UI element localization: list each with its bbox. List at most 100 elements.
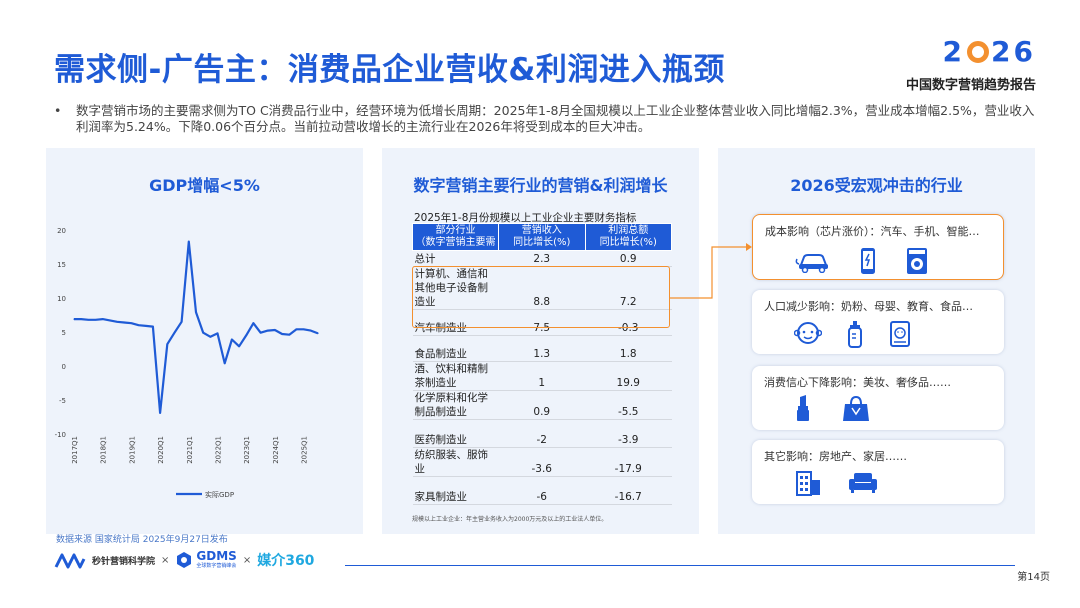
table-panel-title: 数字营销主要行业的营销&利润增长 [413, 176, 668, 195]
data-point [216, 332, 219, 334]
impact-label: 消费信心下降影响：美妆、奢侈品…… [764, 376, 951, 389]
washing-machine-icon [907, 248, 927, 274]
data-point [145, 325, 147, 327]
impact-panel: 2026受宏观冲击的行业 成本影响（芯片涨价）：汽车、手机、智能… [718, 148, 1035, 534]
data-point [109, 319, 111, 322]
y-tick-label: 10 [57, 295, 66, 303]
table-row: 食品制造业 1.3 1.8 [412, 335, 672, 362]
gdms-hex-icon [177, 552, 192, 568]
y-tick-label: -10 [55, 431, 66, 439]
data-point [288, 334, 290, 336]
data-point [80, 318, 82, 320]
bullet: • [54, 103, 62, 118]
table-row: 化学原料和化学制品制造业 0.9 -5.5 [412, 390, 672, 420]
table-row: 汽车制造业 7.5 -0.3 [412, 309, 672, 336]
book-icon [890, 321, 910, 347]
header-revenue: 营销收入 同比增长(%) [498, 223, 586, 251]
intro-text: 数字营销市场的主要需求侧为TO C消费品行业中，经营环境为低增长周期：2025年… [76, 103, 1035, 134]
data-point [152, 325, 154, 328]
impact-card-confidence: 消费信心下降影响：美妆、奢侈品…… [752, 366, 1004, 430]
data-point [188, 240, 190, 243]
table-caption: 2025年1-8月份规模以上工业企业主要财务指标 [414, 212, 637, 224]
y-tick-label: 20 [57, 227, 66, 235]
data-point [202, 332, 204, 334]
industry-table-panel: 数字营销主要行业的营销&利润增长 2025年1-8月份规模以上工业企业主要财务指… [382, 148, 699, 534]
revenue-cell: -3.6 [498, 447, 585, 477]
logo-miaozhen: 秒针营销科学院 [92, 556, 156, 567]
header-industry: 部分行业 （数字营销主要需 [412, 223, 499, 251]
profit-cell: -16.7 [585, 476, 672, 505]
legend-label: 实际GDP [205, 490, 234, 499]
revenue-cell: 7.5 [498, 309, 585, 336]
industry-cell: 计算机、通信和其他电子设备制造业 [412, 266, 499, 310]
brand-circle-icon [967, 41, 990, 63]
data-point [295, 328, 298, 330]
impact-label: 成本影响（芯片涨价）：汽车、手机、智能… [765, 225, 980, 238]
profit-cell: -17.9 [585, 447, 672, 477]
x-tick-label: 2020Q1 [157, 436, 165, 464]
industry-cell: 总计 [412, 250, 499, 267]
brand-logo: 2 26 中国数字营销趋势报告 [905, 35, 1036, 94]
gdms-subtitle: 全球数字营销峰会 [196, 563, 237, 569]
industry-cell: 化学原料和化学制品制造业 [412, 390, 499, 420]
profit-cell: -3.9 [585, 419, 672, 448]
highlight-box [412, 266, 670, 328]
data-point [116, 321, 118, 323]
table-note: 规模以上工业企业：年主营业务收入为2000万元及以上的工业法人单位。 [412, 516, 608, 523]
data-point [245, 334, 247, 336]
x-tick-label: 2019Q1 [128, 436, 136, 464]
impact-card-cost: 成本影响（芯片涨价）：汽车、手机、智能… [752, 214, 1004, 280]
x-tick-label: 2021Q1 [186, 436, 194, 464]
intro-paragraph: • 数字营销市场的主要需求侧为TO C消费品行业中，经营环境为低增长周期：202… [54, 103, 1039, 135]
industry-cell: 家具制造业 [412, 476, 499, 505]
gdp-line-chart: 20 15 10 5 0 -5 -10 2017Q1 2018Q1 2019Q1 2020Q1 202… [55, 227, 319, 499]
data-point [173, 332, 176, 334]
x-tick-label: 2025Q1 [301, 436, 309, 464]
data-point [166, 343, 168, 345]
profit-cell: -5.5 [585, 390, 672, 420]
x-tick-label: 2017Q1 [71, 436, 79, 464]
data-point [102, 318, 104, 320]
data-source: 数据来源 国家统计局 2025年9月27日发布 [56, 535, 228, 545]
data-point [73, 318, 75, 320]
logo-separator: × [161, 554, 170, 566]
data-point [195, 311, 197, 313]
data-point [317, 332, 319, 334]
industry-table: 部分行业 （数字营销主要需 营销收入 同比增长(%) 利润总额 同比增长(%) … [412, 223, 672, 505]
footer-divider [345, 565, 1015, 566]
data-point [123, 321, 125, 324]
page-number: 第14页 [1017, 572, 1050, 583]
page-title: 需求侧-广告主：消费品企业营收&利润进入瓶颈 [54, 52, 725, 88]
revenue-cell: -6 [498, 476, 585, 505]
industry-cell: 酒、饮料和精制茶制造业 [412, 361, 499, 391]
brand-year: 2 26 [942, 35, 1036, 68]
logo-gdms: GDMS 全球数字营销峰会 [175, 549, 237, 569]
profit-cell: 1.8 [585, 335, 672, 362]
data-point [252, 322, 255, 324]
impact-label: 人口减少影响：奶粉、母婴、教育、食品… [764, 300, 973, 313]
data-point [94, 319, 97, 321]
data-point [224, 362, 226, 364]
brand-subtitle: 中国数字营销趋势报告 [905, 78, 1036, 93]
x-tick-label: 2023Q1 [243, 436, 251, 464]
data-point [231, 338, 233, 341]
y-tick-label: -5 [59, 397, 66, 405]
sofa-icon [849, 473, 877, 493]
industry-cell: 汽车制造业 [412, 309, 499, 336]
car-icon [795, 254, 828, 273]
revenue-cell: -2 [498, 419, 585, 448]
handbag-icon [843, 395, 869, 421]
gdms-word: GDMS [196, 549, 237, 563]
profit-cell: -0.3 [585, 309, 672, 336]
industry-cell: 医药制造业 [412, 419, 499, 448]
x-tick-label: 2022Q1 [215, 436, 223, 464]
table-row: 纺织服装、服饰业 -3.6 -17.9 [412, 447, 672, 477]
x-tick-label: 2018Q1 [100, 436, 108, 464]
data-point [159, 412, 161, 414]
profit-cell: 19.9 [585, 361, 672, 391]
table-row: 医药制造业 -2 -3.9 [412, 419, 672, 448]
gdp-panel-title: GDP增幅<5% [149, 176, 260, 195]
revenue-cell: 2.3 [498, 250, 585, 267]
data-point [259, 332, 262, 334]
lipstick-icon [797, 395, 809, 421]
